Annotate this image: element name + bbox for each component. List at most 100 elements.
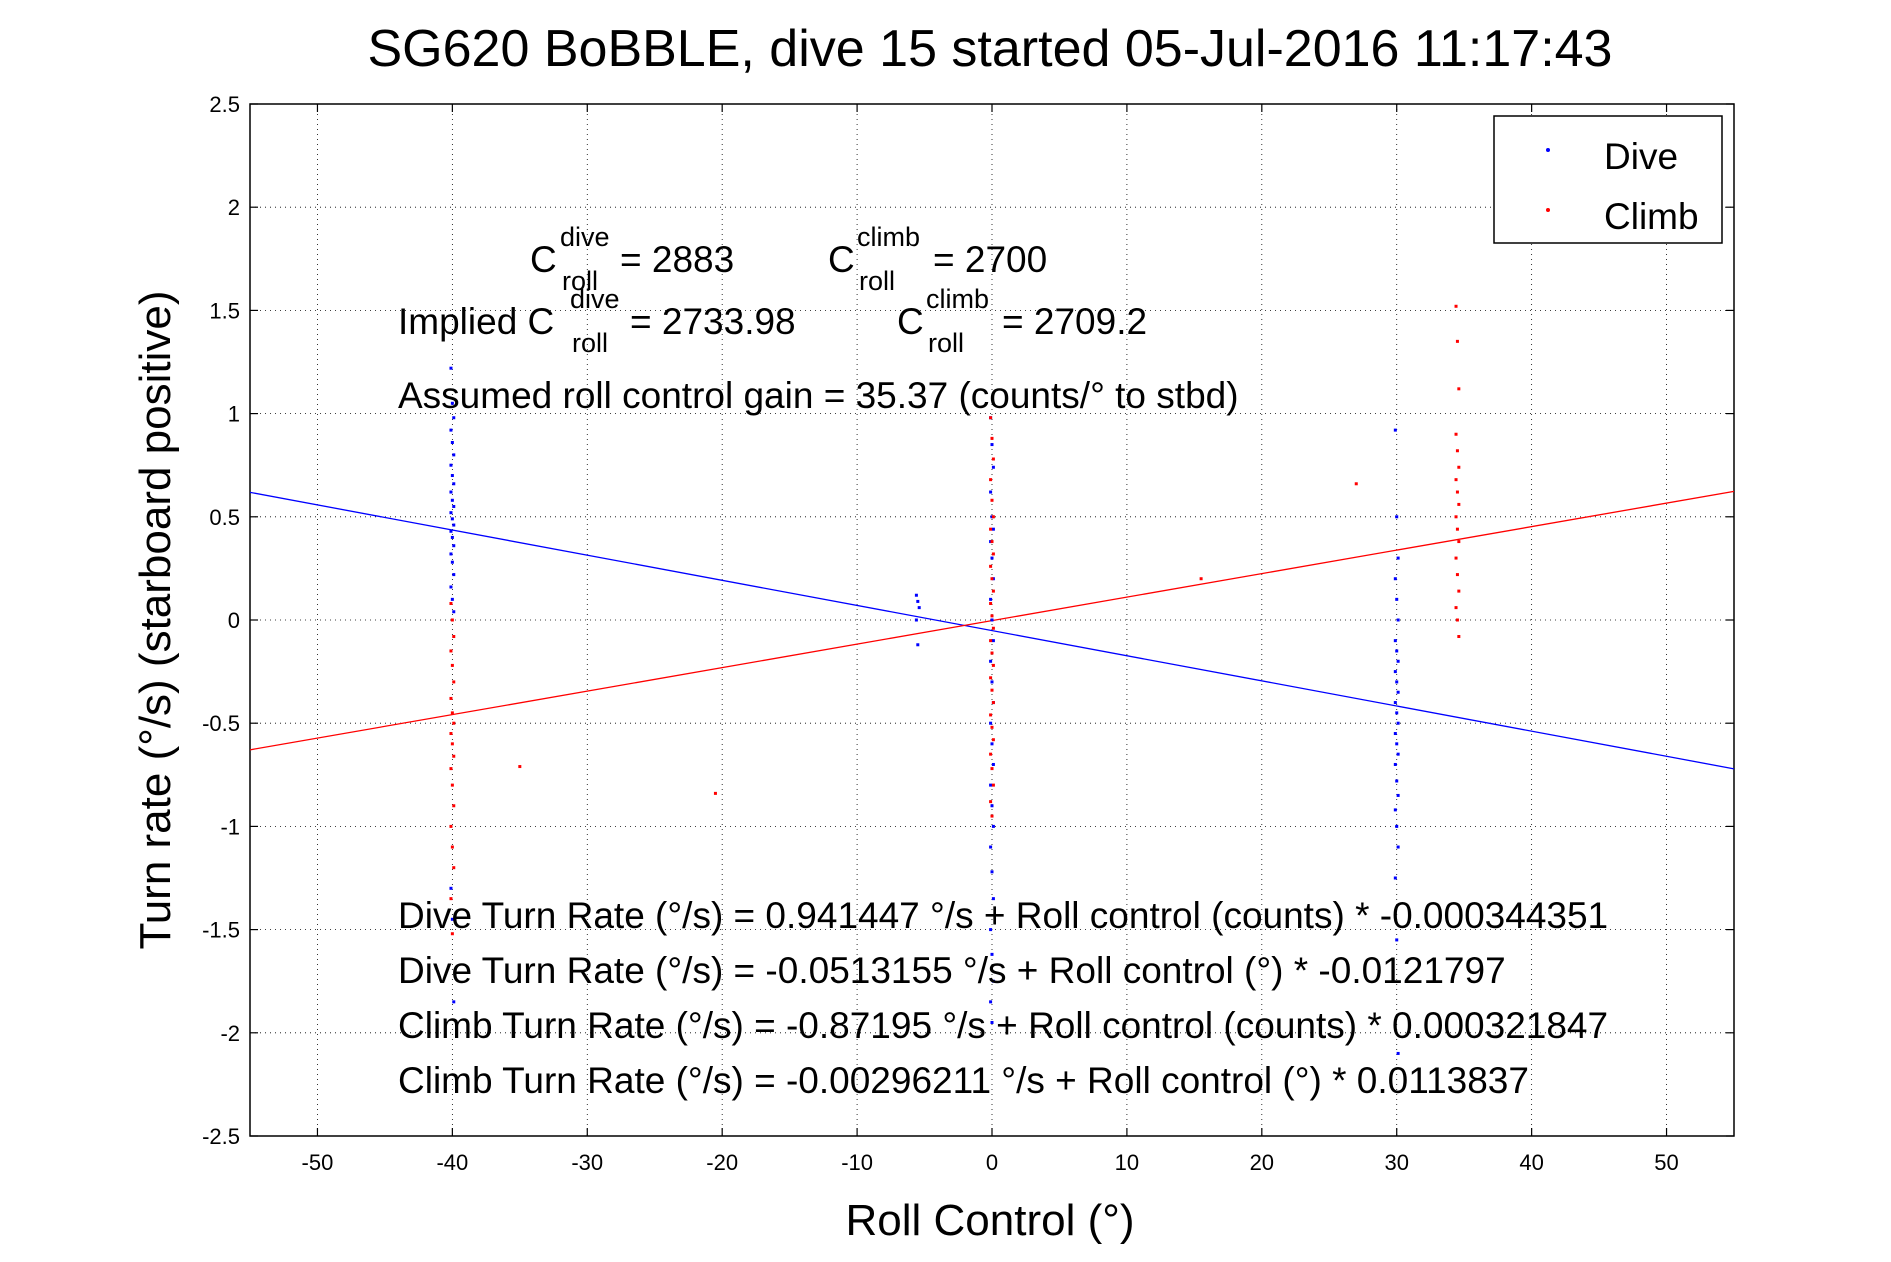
dive-data-point <box>449 552 453 556</box>
equation-dive-degrees: Dive Turn Rate (°/s) = -0.0513155 °/s + … <box>398 950 1506 991</box>
y-tick-label: -2 <box>220 1021 240 1046</box>
dive-data-point <box>449 490 453 494</box>
svg-text:Implied C: Implied C <box>398 301 554 342</box>
x-tick-label: -30 <box>571 1150 603 1175</box>
climb-data-point <box>452 866 456 870</box>
dive-data-point <box>1393 876 1397 880</box>
climb-data-point <box>990 540 994 544</box>
climb-data-point <box>1457 589 1461 593</box>
climb-data-point <box>450 618 454 622</box>
dive-data-point <box>452 504 456 508</box>
climb-data-point <box>449 732 453 736</box>
climb-data-point <box>1454 432 1458 436</box>
climb-data-point <box>1455 339 1459 343</box>
dive-data-point <box>1395 711 1399 715</box>
legend: Dive Climb <box>1493 115 1723 244</box>
climb-data-point <box>990 614 994 618</box>
y-tick-label: -2.5 <box>202 1124 240 1149</box>
dive-data-point <box>452 610 456 614</box>
x-tick-label: 10 <box>1115 1150 1139 1175</box>
legend-marker-climb <box>1546 208 1550 212</box>
climb-data-point <box>1199 577 1203 581</box>
climb-data-point <box>518 765 522 769</box>
dive-data-point <box>452 453 456 457</box>
c-dive-annotation: C dive roll = 2883 <box>530 222 734 296</box>
dive-data-point <box>1396 845 1400 849</box>
equation-climb-degrees: Climb Turn Rate (°/s) = -0.00296211 °/s … <box>398 1060 1529 1101</box>
dive-data-point <box>989 490 993 494</box>
dive-data-point <box>1396 690 1400 694</box>
dive-data-point <box>990 870 994 874</box>
climb-data-point <box>452 680 456 684</box>
x-tick-label: -40 <box>436 1150 468 1175</box>
dive-fit-line <box>249 491 1735 770</box>
dive-data-point <box>991 762 995 766</box>
climb-data-point <box>1457 540 1461 544</box>
x-tick-label: 20 <box>1250 1150 1274 1175</box>
climb-data-point <box>989 527 993 531</box>
dive-data-point <box>449 585 453 589</box>
dive-data-point <box>990 742 994 746</box>
dive-data-point <box>991 824 995 828</box>
dive-data-point <box>989 659 993 663</box>
dive-data-point <box>989 597 993 601</box>
c-climb-annotation: C climb roll = 2700 <box>828 222 1047 296</box>
dive-data-point <box>914 618 918 622</box>
svg-text:= 2709.2: = 2709.2 <box>1002 301 1147 342</box>
dive-data-point <box>991 897 995 901</box>
x-tick-label: 30 <box>1384 1150 1408 1175</box>
x-tick-label: 0 <box>986 1150 998 1175</box>
dive-data-point <box>449 886 453 890</box>
dive-data-point <box>452 482 456 486</box>
climb-data-point <box>713 791 717 795</box>
dive-data-point <box>449 366 453 370</box>
svg-text:C: C <box>897 301 924 342</box>
svg-text:C: C <box>828 239 855 280</box>
dive-data-point <box>1393 762 1397 766</box>
climb-data-point <box>989 713 993 717</box>
climb-data-point <box>1454 478 1458 482</box>
dive-data-point <box>989 783 993 787</box>
dive-data-point <box>450 498 454 502</box>
climb-data-point <box>989 564 993 568</box>
dive-data-point <box>450 401 454 405</box>
climb-data-point <box>1455 527 1459 531</box>
climb-data-point <box>1455 490 1459 494</box>
dive-data-point <box>1396 752 1400 756</box>
climb-data-point <box>990 814 994 818</box>
climb-data-point <box>990 436 994 440</box>
climb-data-point <box>991 589 995 593</box>
svg-text:dive: dive <box>570 284 620 314</box>
svg-text:climb: climb <box>926 284 989 314</box>
dive-data-point <box>450 535 454 539</box>
climb-data-point <box>991 515 995 519</box>
dive-data-point <box>991 465 995 469</box>
dive-data-point <box>449 529 453 533</box>
dive-data-point <box>1396 659 1400 663</box>
climb-data-point <box>1457 502 1461 506</box>
climb-data-point <box>450 742 454 746</box>
dive-data-point <box>990 618 994 622</box>
dive-data-point <box>1396 618 1400 622</box>
dive-data-point <box>1395 779 1399 783</box>
climb-data-point <box>449 767 453 771</box>
legend-label-climb: Climb <box>1604 196 1699 237</box>
climb-data-point <box>1455 449 1459 453</box>
x-tick-label: -20 <box>706 1150 738 1175</box>
climb-data-point <box>990 725 994 729</box>
dive-data-point <box>452 416 456 420</box>
dive-data-point <box>452 1000 456 1004</box>
dive-data-point <box>1395 824 1399 828</box>
dive-data-point <box>452 523 456 527</box>
climb-data-point <box>991 738 995 742</box>
climb-data-point <box>989 676 993 680</box>
dive-data-point <box>1393 639 1397 643</box>
x-tick-label: -50 <box>302 1150 334 1175</box>
dive-data-point <box>1393 808 1397 812</box>
dive-data-point <box>452 573 456 577</box>
equation-climb-counts: Climb Turn Rate (°/s) = -0.87195 °/s + R… <box>398 1005 1608 1046</box>
climb-data-point <box>989 601 993 605</box>
climb-data-point <box>1454 606 1458 610</box>
climb-data-point <box>452 804 456 808</box>
